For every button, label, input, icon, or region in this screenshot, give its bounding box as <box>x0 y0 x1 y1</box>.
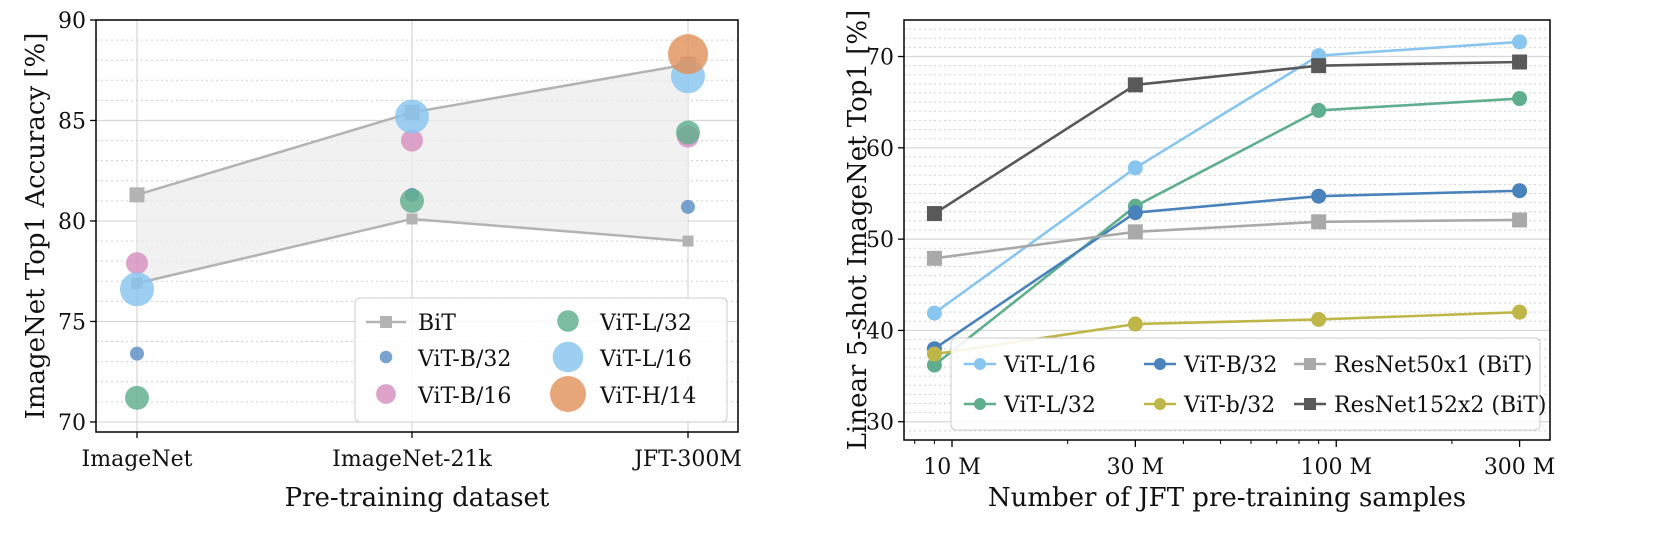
series-marker <box>1512 304 1528 320</box>
legend-label: ViT-L/16 <box>599 347 692 372</box>
point-vit-b-32 <box>130 346 144 361</box>
x-axis-label: Pre-training dataset <box>285 483 550 513</box>
legend-label: BiT <box>418 311 456 336</box>
legend-label: ViT-B/16 <box>417 384 511 409</box>
legend-label: ViT-H/14 <box>599 384 696 409</box>
bit-lower-marker <box>406 213 418 225</box>
x-tick-label: 100 M <box>1300 455 1372 480</box>
plot-frame <box>95 19 739 433</box>
legend-label: ViT-b/32 <box>1183 393 1275 418</box>
x-tick-label: JFT-300M <box>632 447 742 472</box>
point-vit-b-32 <box>681 199 695 214</box>
series-marker <box>926 305 942 321</box>
series-marker <box>1311 58 1327 74</box>
series-line-2 <box>933 189 1520 350</box>
y-tick-label: 75 <box>58 310 86 335</box>
series-line-1 <box>933 97 1520 367</box>
series-marker <box>926 357 942 373</box>
y-tick-label: 40 <box>866 319 894 344</box>
legend-marker <box>1154 358 1166 370</box>
y-tick-label: 50 <box>866 228 894 253</box>
x-tick-label: ImageNet <box>82 447 193 472</box>
bit-upper-marker <box>129 187 145 203</box>
legend-label: ViT-L/16 <box>1003 353 1096 378</box>
series-marker <box>1127 205 1143 221</box>
y-tick-label: 60 <box>866 137 894 162</box>
series-marker <box>1311 102 1327 118</box>
legend-marker <box>376 384 396 404</box>
bit-band-fill <box>137 64 688 284</box>
y-tick-label: 90 <box>58 9 86 34</box>
legend-marker <box>379 350 393 364</box>
point-vit-l-32 <box>400 188 424 213</box>
legend-marker <box>1154 398 1166 410</box>
left-legend: BiT ViT-B/32 ViT-B/16 ViT-L/32 ViT-L/16 ViT-H… <box>354 297 728 423</box>
y-tick-label: 70 <box>866 46 894 71</box>
legend-label: ViT-L/32 <box>1003 393 1096 418</box>
legend-marker <box>557 310 579 332</box>
legend-bit-marker <box>380 316 392 328</box>
series-marker <box>1311 311 1327 327</box>
legend-marker <box>550 376 586 412</box>
plot-frame <box>903 19 1551 441</box>
legend-box <box>354 297 728 423</box>
series-marker <box>926 206 942 222</box>
right-legend: ViT-L/16 ViT-B/32 ResNet50x1 (BiT) ViT-L/32… <box>950 337 1546 431</box>
y-axis-label: Linear 5-shot ImageNet Top1 [%] <box>843 10 873 450</box>
legend-label: ViT-L/32 <box>599 311 692 336</box>
series-marker <box>1127 316 1143 332</box>
series-marker <box>1512 212 1528 228</box>
y-tick-label: 70 <box>58 411 86 436</box>
legend-label: ResNet152x2 (BiT) <box>1334 393 1546 418</box>
x-tick-label: 300 M <box>1484 455 1556 480</box>
point-vit-h-14 <box>668 34 708 75</box>
y-tick-label: 80 <box>58 210 86 235</box>
series-line-0 <box>933 40 1520 315</box>
point-vit-l-16 <box>120 272 154 307</box>
point-vit-b-16 <box>401 129 423 152</box>
legend-label: ResNet50x1 (BiT) <box>1334 353 1532 378</box>
legend-marker <box>1304 358 1316 370</box>
legend-box <box>950 337 1541 431</box>
series-marker <box>1512 91 1528 107</box>
x-tick-label: 10 M <box>923 455 981 480</box>
point-vit-b-16 <box>126 252 148 275</box>
left-chart: 70 75 80 85 90 ImageNet ImageNet-21k JFT-300M Pr… <box>21 9 742 513</box>
y-axis-label: ImageNet Top1 Accuracy [%] <box>21 33 51 420</box>
legend-marker <box>1304 398 1316 410</box>
series-marker <box>1311 188 1327 204</box>
x-tick-label: 30 M <box>1107 455 1165 480</box>
legend-marker <box>974 358 986 370</box>
bit-lower-marker <box>682 235 694 247</box>
series-marker <box>1512 34 1528 50</box>
right-chart: 30 40 50 60 70 10 M 30 M 100 M 300 M Number of JF… <box>843 10 1555 513</box>
legend-marker <box>552 341 584 373</box>
legend-label: ViT-B/32 <box>1183 353 1277 378</box>
legend-label: ViT-B/32 <box>417 347 511 372</box>
point-vit-l-32 <box>125 385 149 410</box>
series-marker <box>1512 54 1528 70</box>
series-marker <box>1127 77 1143 93</box>
series-line-4 <box>934 218 1520 260</box>
y-tick-label: 30 <box>866 411 894 436</box>
series-marker <box>1512 183 1528 199</box>
point-vit-l-16 <box>395 99 429 134</box>
series-marker <box>1127 224 1143 240</box>
x-tick-label: ImageNet-21k <box>332 447 492 472</box>
series-marker <box>1311 214 1327 230</box>
x-axis-label: Number of JFT pre-training samples <box>988 483 1466 513</box>
legend-marker <box>974 398 986 410</box>
series-line-5 <box>933 60 1520 215</box>
series-marker <box>926 346 942 362</box>
point-vit-l-32 <box>676 120 700 145</box>
series-marker <box>1127 160 1143 176</box>
series-marker <box>926 250 942 266</box>
y-tick-label: 85 <box>58 109 86 134</box>
